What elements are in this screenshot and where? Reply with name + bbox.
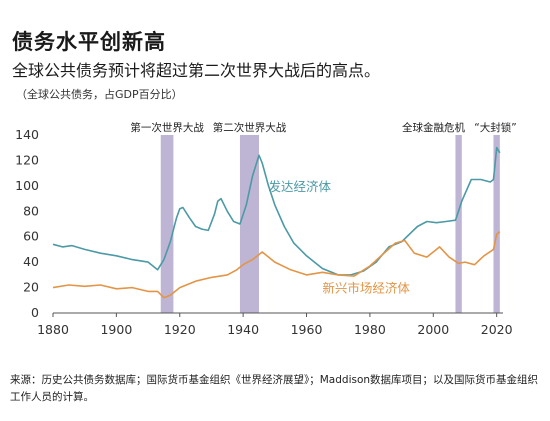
y-tick-60: 60 <box>23 229 39 244</box>
series-lines-group <box>52 146 501 299</box>
x-tick-1980: 1980 <box>354 322 386 337</box>
unit-note: （全球公共债务，占GDP百分比） <box>16 88 183 101</box>
period-shade-2 <box>455 135 462 313</box>
y-tick-120: 120 <box>15 152 39 167</box>
period-annotation-group: 第一次世界大战 第二次世界大战 全球金融危机 “大封锁” <box>130 121 516 134</box>
chart-subtitle: 全球公共债务预计将超过第二次世界大战后的高点。 <box>12 61 381 80</box>
source-note: 来源：历史公共债务数据库；国际货币基金组织《世界经济展望》；Maddison数据… <box>10 374 539 403</box>
series-line-1 <box>52 230 501 299</box>
period-label-3: “大封锁” <box>474 121 516 134</box>
y-tick-0: 0 <box>31 305 39 320</box>
x-tick-2000: 2000 <box>417 322 449 337</box>
series-line-0 <box>52 146 501 276</box>
x-tick-1920: 1920 <box>164 322 196 337</box>
y-tick-80: 80 <box>23 203 39 218</box>
period-label-1: 第二次世界大战 <box>213 121 287 134</box>
x-tick-1880: 1880 <box>37 322 69 337</box>
y-tick-140: 140 <box>15 127 39 142</box>
period-shading-group <box>160 135 500 313</box>
x-tick-2020: 2020 <box>481 322 513 337</box>
y-tick-20: 20 <box>23 280 39 295</box>
chart-title: 债务水平创新高 <box>12 30 166 54</box>
x-tick-1900: 1900 <box>100 322 132 337</box>
axes-group: 0 20 40 60 80 100 120 140 1880 1900 1920 1940 1960 19… <box>15 127 512 337</box>
period-shade-3 <box>493 135 500 313</box>
period-shade-1 <box>239 135 259 313</box>
period-label-0: 第一次世界大战 <box>130 121 204 134</box>
series-label-emerging: 新兴市场经济体 <box>322 281 410 296</box>
x-tick-1940: 1940 <box>227 322 259 337</box>
series-label-advanced: 发达经济体 <box>268 179 331 194</box>
y-tick-100: 100 <box>15 178 39 193</box>
x-tick-1960: 1960 <box>291 322 323 337</box>
debt-line-chart: 第一次世界大战 第二次世界大战 全球金融危机 “大封锁” 0 20 40 60 80 100 12… <box>15 121 517 337</box>
y-tick-40: 40 <box>23 254 39 269</box>
period-shade-0 <box>160 135 174 313</box>
period-label-2: 全球金融危机 <box>402 121 465 134</box>
